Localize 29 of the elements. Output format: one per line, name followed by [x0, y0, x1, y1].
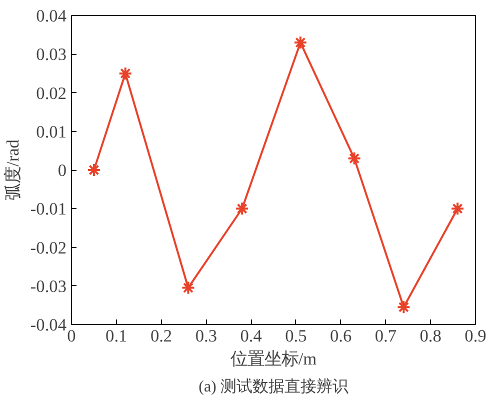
point: [235, 202, 250, 216]
point: [293, 36, 308, 50]
y-axis-title: 弧度/rad: [3, 139, 22, 200]
text: (a) 测试数据直接辨识: [198, 378, 348, 396]
y-tick-label: -0.04: [30, 316, 67, 334]
y-tick-label: -0.01: [30, 200, 67, 219]
y-tick-label: 0: [58, 161, 67, 180]
y-tick-label: 0.01: [36, 122, 67, 142]
point: [347, 151, 362, 166]
x-tick-label: 0.9: [464, 326, 486, 346]
point: [450, 202, 465, 216]
x-tick-label: 0.2: [150, 326, 172, 346]
x-tick-label: 0.1: [106, 326, 128, 346]
y-tick-label: 0.02: [36, 84, 67, 103]
x-tick-label: 0.4: [240, 326, 262, 346]
x-tick-label: 0.5: [285, 326, 307, 346]
y-tick-label: -0.03: [30, 276, 67, 296]
y-tick-label: 0.03: [36, 45, 67, 64]
x-tick-label: 0.6: [330, 326, 352, 346]
point: [118, 66, 132, 80]
point: [181, 280, 196, 295]
x-tick-label: 0.7: [374, 326, 397, 346]
point: [86, 163, 101, 177]
x-axis-title: 位置坐标/m: [230, 350, 318, 368]
y-tick-label: -0.02: [30, 238, 67, 258]
y-tick-label: 0.04: [36, 6, 67, 26]
x-tick-label: 0.8: [420, 326, 442, 346]
x-tick-label: 0.3: [195, 326, 218, 346]
point: [396, 300, 411, 314]
